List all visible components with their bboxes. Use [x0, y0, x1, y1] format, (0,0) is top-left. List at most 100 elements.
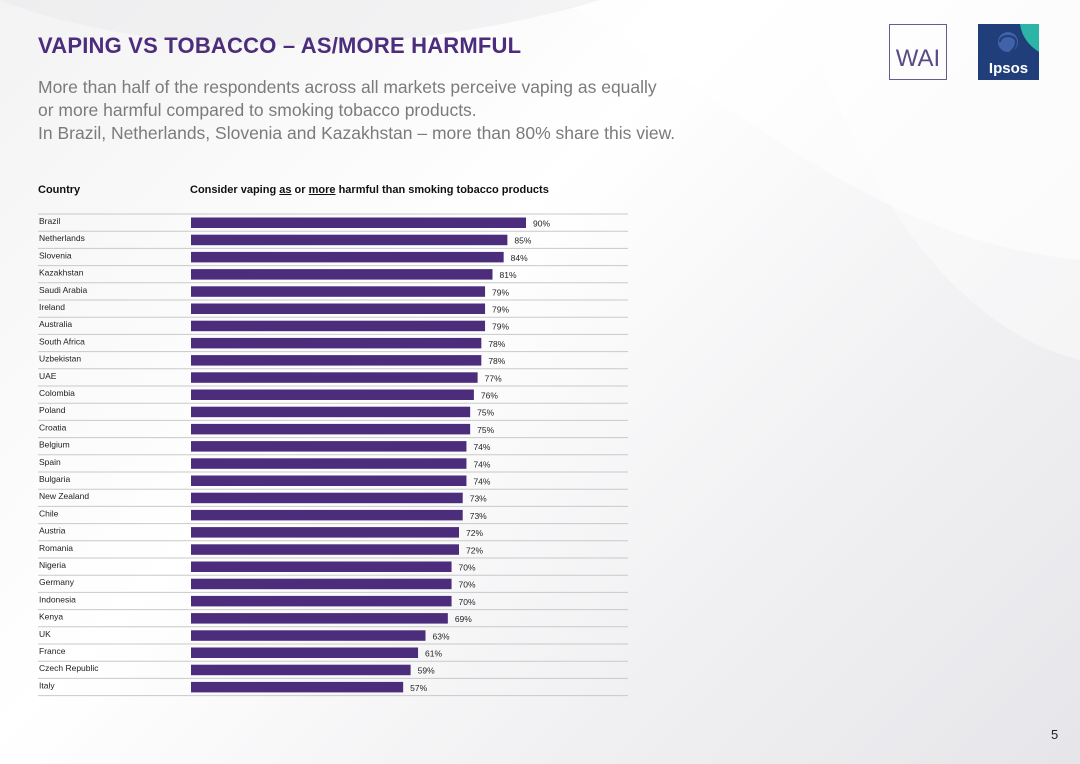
bar — [191, 561, 452, 572]
country-label: New Zealand — [39, 491, 89, 501]
country-label: Ireland — [39, 302, 65, 312]
slide-title: VAPING VS TOBACCO – AS/MORE HARMFUL — [38, 33, 522, 58]
question-more: more — [308, 184, 336, 196]
value-label: 79% — [492, 287, 509, 297]
bar — [191, 303, 486, 314]
bar — [191, 423, 471, 435]
bar — [191, 647, 419, 658]
country-label: Australia — [39, 319, 72, 329]
country-label: Bulgaria — [39, 474, 70, 484]
slide-subtitle: More than half of the respondents across… — [38, 76, 798, 145]
value-label: 69% — [455, 614, 472, 624]
value-label: 61% — [425, 649, 442, 659]
country-label: Croatia — [39, 422, 67, 432]
bar — [191, 355, 482, 366]
value-label: 63% — [433, 631, 450, 641]
value-label: 70% — [459, 563, 476, 573]
subtitle-line-2: or more harmful compared to smoking toba… — [38, 100, 477, 120]
bar — [191, 269, 493, 280]
bar — [191, 681, 404, 693]
country-label: UAE — [39, 371, 57, 381]
bar — [191, 613, 448, 624]
value-label: 73% — [470, 511, 487, 521]
value-label: 84% — [511, 253, 528, 263]
value-label: 79% — [492, 305, 509, 315]
value-label: 75% — [477, 408, 494, 418]
country-label: Indonesia — [39, 594, 76, 604]
bar — [191, 458, 467, 469]
value-label: 78% — [488, 356, 505, 366]
bar — [191, 251, 504, 263]
value-label: 72% — [466, 528, 483, 538]
country-label: Netherlands — [39, 233, 85, 243]
value-label: 79% — [492, 322, 509, 332]
value-label: 57% — [410, 683, 427, 693]
country-label: Colombia — [39, 388, 75, 398]
bar — [191, 406, 471, 418]
value-label: 81% — [500, 270, 517, 280]
country-label: Kazakhstan — [39, 268, 84, 278]
value-label: 74% — [473, 442, 490, 452]
question-column-header: Consider vaping as or more harmful than … — [190, 184, 549, 196]
country-label: South Africa — [39, 336, 85, 346]
country-label: Slovenia — [39, 250, 72, 260]
subtitle-line-1: More than half of the respondents across… — [38, 77, 657, 97]
bar — [191, 234, 508, 246]
bar — [191, 509, 463, 521]
country-label: Nigeria — [39, 560, 66, 570]
bar — [191, 475, 467, 486]
bar — [191, 217, 526, 228]
country-label: Italy — [39, 680, 55, 690]
question-as: as — [279, 184, 292, 196]
country-label: Saudi Arabia — [39, 285, 87, 295]
value-label: 90% — [533, 219, 550, 229]
country-label: Chile — [39, 508, 59, 518]
bar — [191, 664, 411, 676]
wai-logo-text: WAI — [895, 45, 941, 72]
value-label: 74% — [473, 459, 490, 469]
bar — [191, 492, 463, 504]
country-label: Romania — [39, 543, 73, 553]
country-label: Czech Republic — [39, 663, 99, 673]
country-label: Austria — [39, 526, 66, 536]
country-label: Brazil — [39, 216, 60, 226]
bar — [191, 578, 452, 590]
bar — [191, 286, 486, 297]
bar — [191, 595, 452, 607]
question-suffix: harmful than smoking tobacco products — [335, 184, 549, 196]
value-label: 72% — [466, 545, 483, 555]
country-label: Germany — [39, 577, 75, 587]
country-label: Uzbekistan — [39, 354, 81, 364]
value-label: 74% — [473, 477, 490, 487]
wai-logo: WAI — [889, 24, 947, 80]
question-or: or — [291, 184, 309, 196]
bar — [191, 337, 482, 349]
country-label: Poland — [39, 405, 66, 415]
bar — [191, 389, 474, 400]
value-label: 70% — [459, 580, 476, 590]
value-label: 78% — [488, 339, 505, 349]
subtitle-line-3: In Brazil, Netherlands, Slovenia and Kaz… — [38, 123, 676, 143]
country-label: Belgium — [39, 440, 70, 450]
bar — [191, 544, 459, 555]
value-label: 70% — [459, 597, 476, 607]
page-number: 5 — [1051, 727, 1059, 742]
country-label: France — [39, 646, 66, 656]
value-label: 73% — [470, 494, 487, 504]
country-column-header: Country — [38, 184, 81, 196]
country-label: UK — [39, 629, 51, 639]
value-label: 59% — [418, 666, 435, 676]
question-prefix: Consider vaping — [190, 184, 280, 196]
value-label: 77% — [485, 373, 502, 383]
bar — [191, 630, 426, 641]
value-label: 85% — [514, 236, 531, 246]
country-label: Kenya — [39, 612, 63, 622]
value-label: 76% — [481, 391, 498, 401]
bar — [191, 527, 459, 538]
country-label: Spain — [39, 457, 61, 467]
ipsos-logo-text: Ipsos — [989, 60, 1028, 77]
bar — [191, 320, 486, 332]
bar — [191, 372, 478, 383]
bar — [191, 441, 467, 452]
